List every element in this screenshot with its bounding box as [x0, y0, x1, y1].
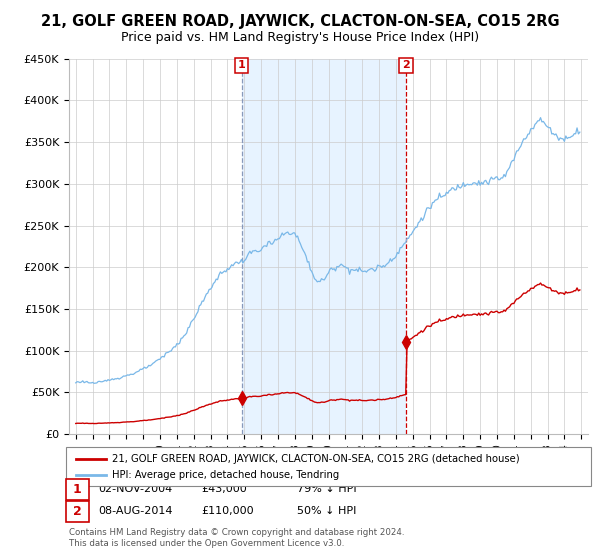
Text: 2: 2 [73, 505, 82, 518]
Text: £110,000: £110,000 [201, 506, 254, 516]
Text: £43,000: £43,000 [201, 484, 247, 494]
Text: 50% ↓ HPI: 50% ↓ HPI [297, 506, 356, 516]
Text: 02-NOV-2004: 02-NOV-2004 [98, 484, 172, 494]
Text: 21, GOLF GREEN ROAD, JAYWICK, CLACTON-ON-SEA, CO15 2RG (detached house): 21, GOLF GREEN ROAD, JAYWICK, CLACTON-ON… [112, 454, 520, 464]
Text: Contains HM Land Registry data © Crown copyright and database right 2024.
This d: Contains HM Land Registry data © Crown c… [69, 528, 404, 548]
Text: 1: 1 [73, 483, 82, 496]
Text: 2: 2 [402, 60, 410, 71]
Text: Price paid vs. HM Land Registry's House Price Index (HPI): Price paid vs. HM Land Registry's House … [121, 31, 479, 44]
Text: 08-AUG-2014: 08-AUG-2014 [98, 506, 172, 516]
Bar [242, 59, 406, 434]
Text: 79% ↓ HPI: 79% ↓ HPI [297, 484, 356, 494]
Text: 21, GOLF GREEN ROAD, JAYWICK, CLACTON-ON-SEA, CO15 2RG: 21, GOLF GREEN ROAD, JAYWICK, CLACTON-ON… [41, 14, 559, 29]
Text: 1: 1 [238, 60, 245, 71]
Text: HPI: Average price, detached house, Tendring: HPI: Average price, detached house, Tend… [112, 470, 340, 480]
